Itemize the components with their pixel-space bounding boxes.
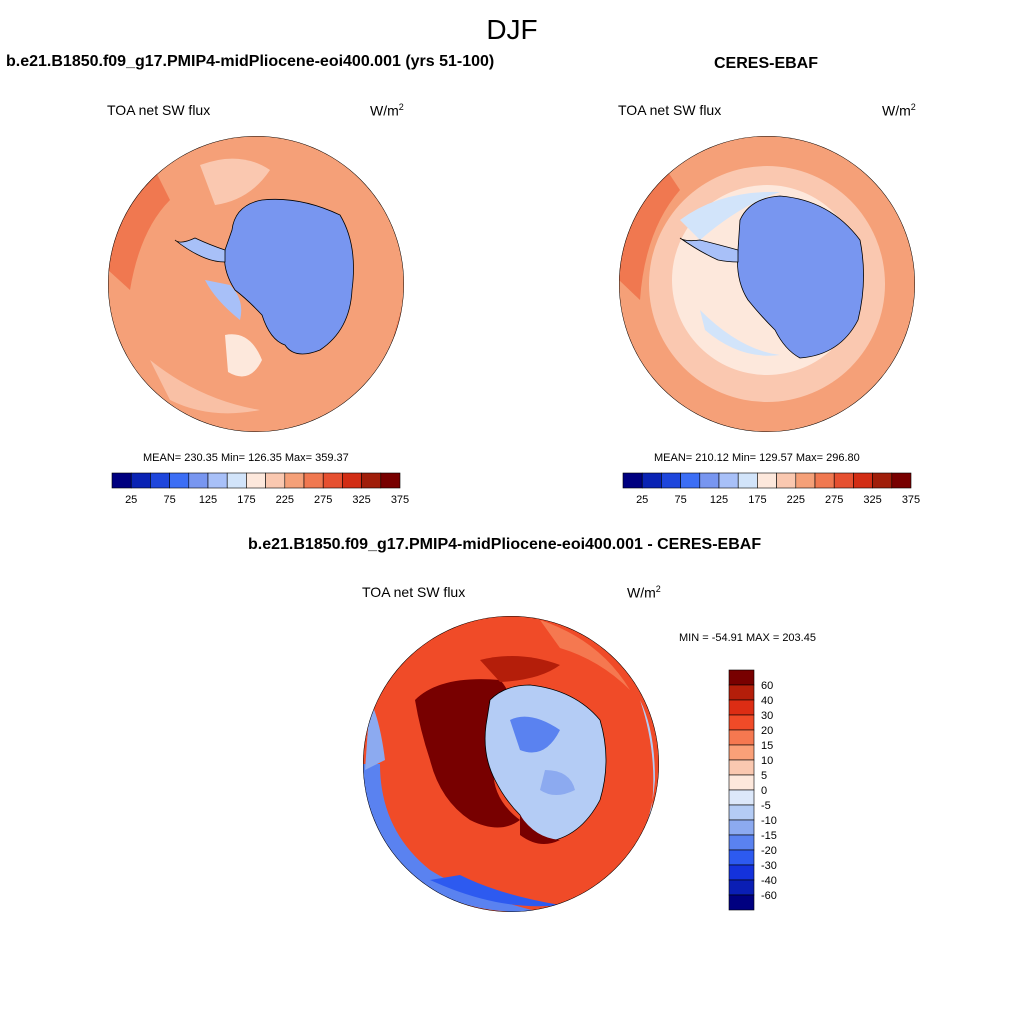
panel3-colorbar-swatch bbox=[728, 759, 755, 776]
panel3-colorbar-swatch bbox=[728, 879, 755, 896]
panel3-colorbar-swatch bbox=[728, 864, 755, 881]
panel2-colorbar-swatch bbox=[814, 472, 835, 489]
panel2-colorbar-tick-label: 25 bbox=[636, 494, 648, 506]
panel3-colorbar-tick-label: 60 bbox=[761, 680, 773, 692]
panel1-stats: MEAN= 230.35 Min= 126.35 Max= 359.37 bbox=[143, 452, 349, 464]
panel3-colorbar-swatch bbox=[728, 774, 755, 791]
panel2-colorbar-tick-label: 375 bbox=[902, 494, 920, 506]
panel2-colorbar-tick-label: 125 bbox=[710, 494, 728, 506]
panel2-colorbar-swatch bbox=[795, 472, 816, 489]
panel3-colorbar-swatch bbox=[728, 819, 755, 836]
panel2-colorbar-tick-label: 275 bbox=[825, 494, 843, 506]
panel2-colorbar-swatch bbox=[853, 472, 873, 489]
panel1-colorbar-swatch bbox=[322, 472, 343, 489]
panel2-colorbar-swatch bbox=[661, 472, 681, 489]
panel1-colorbar-swatch bbox=[130, 472, 151, 489]
panel3-colorbar-swatch bbox=[728, 789, 755, 806]
panel3-colorbar-tick-label: -40 bbox=[761, 875, 777, 887]
panel3-colorbar-tick-label: 10 bbox=[761, 755, 773, 767]
panel1-colorbar-tick-label: 175 bbox=[237, 494, 255, 506]
panel3-colorbar-tick-label: 0 bbox=[761, 785, 767, 797]
panel3-colorbar-tick-label: -30 bbox=[761, 860, 777, 872]
panel2-colorbar-swatch bbox=[718, 472, 739, 489]
panel3-colorbar: 60 40 30 20 15 10 5 0 -5 -10 -15 -20 -30 -40 -60 bbox=[728, 669, 777, 911]
panel1-variable-label: TOA net SW flux bbox=[107, 102, 211, 118]
panel1-title: b.e21.B1850.f09_g17.PMIP4-midPliocene-eo… bbox=[6, 53, 495, 70]
panel3-colorbar-swatch bbox=[728, 894, 755, 911]
panel1-colorbar: 25 75 125 175 225 275 325 375 bbox=[111, 472, 409, 506]
panel1-antarctica bbox=[224, 198, 354, 355]
panel3-colorbar-swatch bbox=[728, 804, 755, 821]
panel1-colorbar-swatch bbox=[188, 472, 209, 489]
panel2-colorbar-swatch bbox=[833, 472, 854, 489]
panel3-colorbar-tick-label: -60 bbox=[761, 890, 777, 902]
panel1-colorbar-swatch bbox=[380, 472, 401, 489]
panel3-variable-label: TOA net SW flux bbox=[362, 584, 466, 600]
panel1-colorbar-tick-label: 75 bbox=[163, 494, 175, 506]
panel1-polar-map bbox=[108, 136, 404, 432]
panel1-colorbar-tick-label: 275 bbox=[314, 494, 332, 506]
panel3-colorbar-swatch bbox=[728, 849, 755, 866]
panel3-colorbar-swatch bbox=[728, 714, 755, 731]
panel3-colorbar-swatch bbox=[728, 744, 755, 761]
panel1-colorbar-tick-label: 325 bbox=[352, 494, 370, 506]
panel2-colorbar-swatch bbox=[699, 472, 720, 489]
panel3-colorbar-tick-label: -20 bbox=[761, 845, 777, 857]
panel3-stats: MIN = -54.91 MAX = 203.45 bbox=[679, 632, 816, 644]
panel3-colorbar-tick-label: -5 bbox=[761, 800, 771, 812]
panel2-colorbar-tick-label: 225 bbox=[787, 494, 805, 506]
panel2-colorbar-swatch bbox=[757, 472, 777, 489]
panel3-colorbar-swatch bbox=[728, 834, 755, 851]
panel1-colorbar-swatch bbox=[342, 472, 362, 489]
panel1-colorbar-swatch bbox=[169, 472, 190, 489]
panel1-colorbar-swatch bbox=[303, 472, 324, 489]
panel2-colorbar-tick-label: 75 bbox=[674, 494, 686, 506]
panel3-colorbar-swatch bbox=[728, 729, 755, 746]
panel3-colorbar-tick-label: -15 bbox=[761, 830, 777, 842]
panel2-colorbar-tick-label: 175 bbox=[748, 494, 766, 506]
panel3-colorbar-tick-label: 40 bbox=[761, 695, 773, 707]
panel3-colorbar-tick-label: 5 bbox=[761, 770, 767, 782]
panel2-title: CERES-EBAF bbox=[714, 55, 819, 72]
panel2-colorbar-swatch bbox=[641, 472, 662, 489]
panel3-colorbar-tick-label: 30 bbox=[761, 710, 773, 722]
panel1-colorbar-swatch bbox=[226, 472, 247, 489]
panel1-colorbar-tick-label: 225 bbox=[276, 494, 294, 506]
panel3-colorbar-tick-label: 15 bbox=[761, 740, 773, 752]
panel3-colorbar-tick-label: -10 bbox=[761, 815, 777, 827]
panel1-colorbar-tick-label: 25 bbox=[125, 494, 137, 506]
panel2-variable-label: TOA net SW flux bbox=[618, 102, 722, 118]
panel1-colorbar-swatch bbox=[150, 472, 170, 489]
panel1-colorbar-tick-label: 375 bbox=[391, 494, 409, 506]
panel3-colorbar-tick-label: 20 bbox=[761, 725, 773, 737]
main-title: DJF bbox=[486, 14, 538, 45]
panel3-colorbar-swatch bbox=[728, 699, 755, 716]
panel2-colorbar-tick-label: 325 bbox=[863, 494, 881, 506]
panel2-colorbar-swatch bbox=[680, 472, 701, 489]
panel2-colorbar-swatch bbox=[622, 472, 643, 489]
panel3-colorbar-swatch bbox=[728, 684, 755, 701]
panel1-colorbar-swatch bbox=[111, 472, 132, 489]
panel2-colorbar: 25 75 125 175 225 275 325 375 bbox=[622, 472, 920, 506]
panel1-colorbar-swatch bbox=[246, 472, 266, 489]
panel2-polar-map bbox=[619, 136, 915, 432]
panel2-colorbar-swatch bbox=[737, 472, 758, 489]
panel1-units: W/m2 bbox=[370, 102, 404, 119]
panel3-units: W/m2 bbox=[627, 584, 661, 601]
panel2-stats: MEAN= 210.12 Min= 129.57 Max= 296.80 bbox=[654, 452, 860, 464]
panel2-colorbar-swatch bbox=[776, 472, 797, 489]
panel3-title: b.e21.B1850.f09_g17.PMIP4-midPliocene-eo… bbox=[248, 536, 762, 553]
panel2-units: W/m2 bbox=[882, 102, 916, 119]
panel1-colorbar-swatch bbox=[361, 472, 382, 489]
panel2-colorbar-swatch bbox=[872, 472, 893, 489]
panel1-colorbar-swatch bbox=[207, 472, 228, 489]
panel1-colorbar-tick-label: 125 bbox=[199, 494, 217, 506]
panel3-polar-map bbox=[363, 616, 659, 912]
panel2-antarctica bbox=[737, 195, 864, 359]
panel1-colorbar-swatch bbox=[284, 472, 305, 489]
panel1-colorbar-swatch bbox=[265, 472, 286, 489]
panel3-colorbar-swatch bbox=[728, 669, 755, 686]
panel2-colorbar-swatch bbox=[891, 472, 912, 489]
